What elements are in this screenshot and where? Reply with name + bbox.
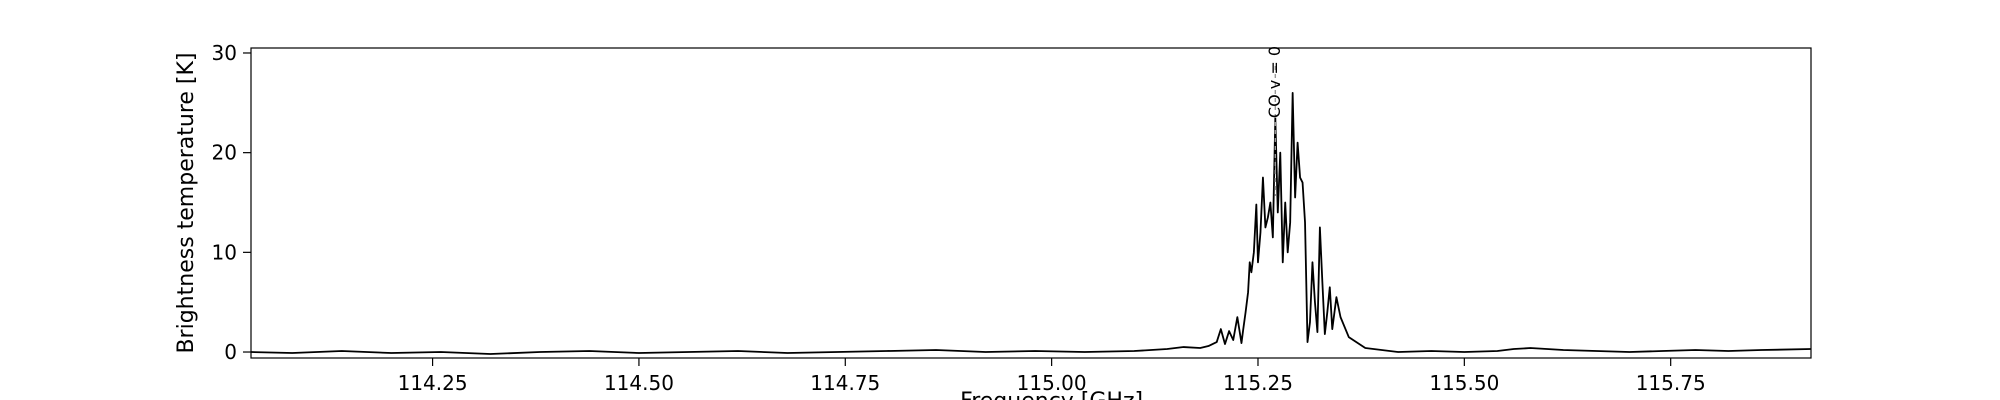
- spectrum-line-0: [250, 91, 1812, 355]
- x-tick-label: 114.50: [604, 371, 674, 395]
- x-tick-label: 115.00: [1017, 371, 1087, 395]
- annotation-label: CO v = 0: [1265, 46, 1284, 118]
- x-axis-label: Frequency [GHz]: [960, 389, 1143, 400]
- y-axis-label: Brightness temperature [K]: [174, 52, 199, 353]
- plot-frame: [250, 47, 1812, 359]
- x-tick-label: 115.25: [1223, 371, 1293, 395]
- y-tick-label: 30: [212, 41, 237, 65]
- y-tick-label: 0: [224, 340, 237, 364]
- y-tick-label: 20: [212, 141, 237, 165]
- x-tick-label: 115.75: [1636, 371, 1706, 395]
- annotation-layer: CO v = 0: [1265, 46, 1284, 196]
- y-tick-label: 10: [212, 240, 237, 264]
- x-tick-label: 114.25: [398, 371, 468, 395]
- x-tick-label: 114.75: [810, 371, 880, 395]
- plot-layer: [250, 91, 1812, 355]
- axis-layer: 114.25 114.50 114.75 115.00 115.25 115.50 115.…: [212, 41, 1812, 395]
- x-tick-label: 115.50: [1429, 371, 1499, 395]
